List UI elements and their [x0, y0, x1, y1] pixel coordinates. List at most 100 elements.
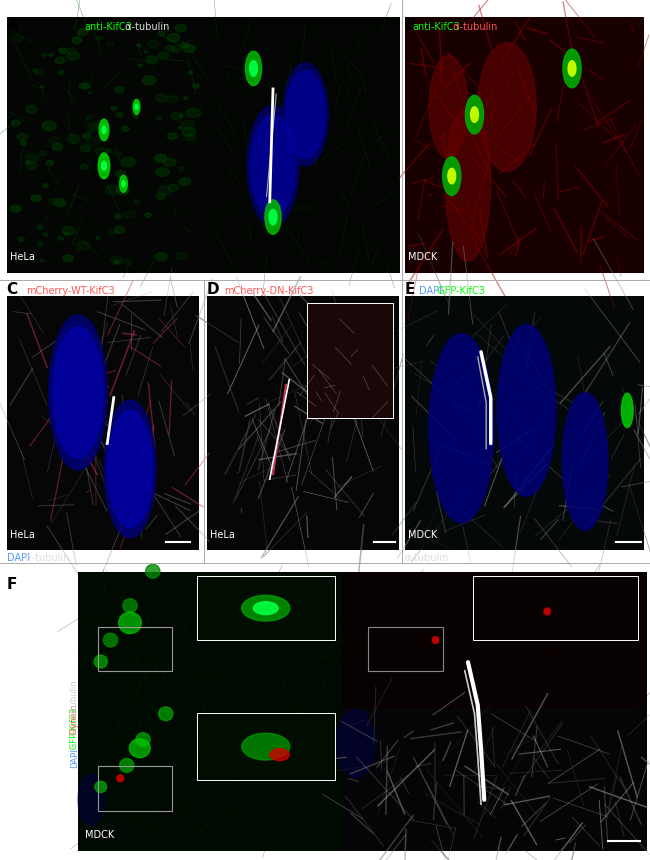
Ellipse shape	[88, 91, 92, 94]
Ellipse shape	[183, 45, 195, 52]
Ellipse shape	[111, 256, 123, 265]
Ellipse shape	[40, 259, 44, 262]
Bar	[307, 304, 393, 418]
Ellipse shape	[107, 41, 114, 46]
Ellipse shape	[544, 608, 551, 615]
Ellipse shape	[43, 184, 48, 187]
Ellipse shape	[156, 168, 169, 176]
Ellipse shape	[167, 34, 180, 42]
Ellipse shape	[269, 209, 277, 224]
Ellipse shape	[120, 759, 134, 772]
Bar	[78, 709, 343, 851]
Ellipse shape	[133, 114, 138, 118]
Bar	[473, 576, 638, 641]
Ellipse shape	[562, 392, 608, 530]
Text: mCherry-DN-KifC3: mCherry-DN-KifC3	[224, 286, 313, 296]
Ellipse shape	[183, 97, 188, 100]
Text: DAPI: DAPI	[419, 286, 442, 296]
Ellipse shape	[254, 602, 278, 615]
Ellipse shape	[135, 200, 139, 203]
Ellipse shape	[80, 145, 90, 152]
Text: A: A	[6, 18, 18, 33]
Ellipse shape	[251, 114, 295, 217]
Ellipse shape	[32, 69, 38, 72]
Text: D: D	[207, 282, 219, 297]
Ellipse shape	[443, 157, 461, 195]
Ellipse shape	[114, 87, 124, 93]
Ellipse shape	[159, 707, 173, 721]
Text: HeLa: HeLa	[10, 530, 34, 539]
Ellipse shape	[111, 107, 116, 110]
Ellipse shape	[92, 124, 100, 129]
Bar	[98, 766, 172, 812]
Ellipse shape	[168, 184, 179, 191]
Text: mCherry-WT-KifC3: mCherry-WT-KifC3	[26, 286, 114, 296]
Ellipse shape	[80, 164, 88, 169]
Ellipse shape	[247, 106, 299, 226]
Ellipse shape	[17, 133, 28, 140]
Text: α-tubulin: α-tubulin	[70, 680, 79, 721]
Bar	[369, 627, 443, 671]
Ellipse shape	[146, 56, 158, 64]
Ellipse shape	[52, 144, 62, 150]
Ellipse shape	[78, 774, 104, 826]
Ellipse shape	[25, 161, 31, 164]
Ellipse shape	[49, 315, 107, 470]
Ellipse shape	[14, 257, 19, 260]
Ellipse shape	[62, 226, 75, 235]
Ellipse shape	[158, 52, 169, 59]
Bar	[197, 713, 335, 780]
Ellipse shape	[105, 185, 118, 194]
Ellipse shape	[136, 733, 150, 746]
Ellipse shape	[170, 46, 181, 52]
Ellipse shape	[155, 154, 166, 163]
Ellipse shape	[181, 43, 188, 48]
Ellipse shape	[250, 61, 257, 77]
Text: E: E	[405, 282, 415, 297]
Ellipse shape	[12, 120, 20, 126]
Ellipse shape	[38, 245, 42, 248]
Ellipse shape	[101, 161, 107, 170]
Ellipse shape	[82, 83, 90, 89]
Ellipse shape	[26, 106, 37, 113]
Ellipse shape	[53, 327, 103, 458]
Ellipse shape	[67, 52, 79, 60]
Ellipse shape	[58, 237, 64, 240]
Ellipse shape	[47, 199, 57, 205]
Ellipse shape	[114, 261, 119, 263]
Ellipse shape	[185, 134, 196, 141]
Ellipse shape	[157, 117, 161, 120]
Bar	[405, 296, 644, 550]
Text: MDCK: MDCK	[408, 252, 437, 261]
Ellipse shape	[179, 178, 190, 186]
Ellipse shape	[103, 633, 118, 647]
Ellipse shape	[76, 241, 90, 250]
Ellipse shape	[142, 76, 156, 84]
Bar	[98, 627, 172, 671]
Ellipse shape	[157, 194, 166, 200]
Text: Dynein: Dynein	[70, 704, 79, 736]
Ellipse shape	[478, 42, 536, 171]
Ellipse shape	[158, 186, 172, 195]
Ellipse shape	[563, 49, 581, 88]
Ellipse shape	[79, 83, 88, 89]
Text: HeLa: HeLa	[10, 252, 34, 261]
Ellipse shape	[53, 199, 65, 206]
Ellipse shape	[163, 158, 176, 167]
Ellipse shape	[72, 37, 82, 43]
Text: HeLa: HeLa	[210, 530, 235, 539]
Ellipse shape	[129, 739, 150, 758]
Ellipse shape	[178, 167, 185, 171]
Ellipse shape	[58, 71, 64, 75]
Ellipse shape	[49, 53, 53, 56]
Ellipse shape	[116, 186, 129, 194]
Ellipse shape	[55, 58, 64, 64]
Ellipse shape	[135, 104, 138, 109]
Ellipse shape	[429, 334, 494, 523]
Ellipse shape	[114, 230, 118, 234]
Ellipse shape	[121, 157, 135, 167]
Ellipse shape	[66, 48, 76, 55]
Ellipse shape	[10, 206, 21, 212]
Ellipse shape	[448, 169, 456, 184]
Ellipse shape	[145, 213, 151, 218]
